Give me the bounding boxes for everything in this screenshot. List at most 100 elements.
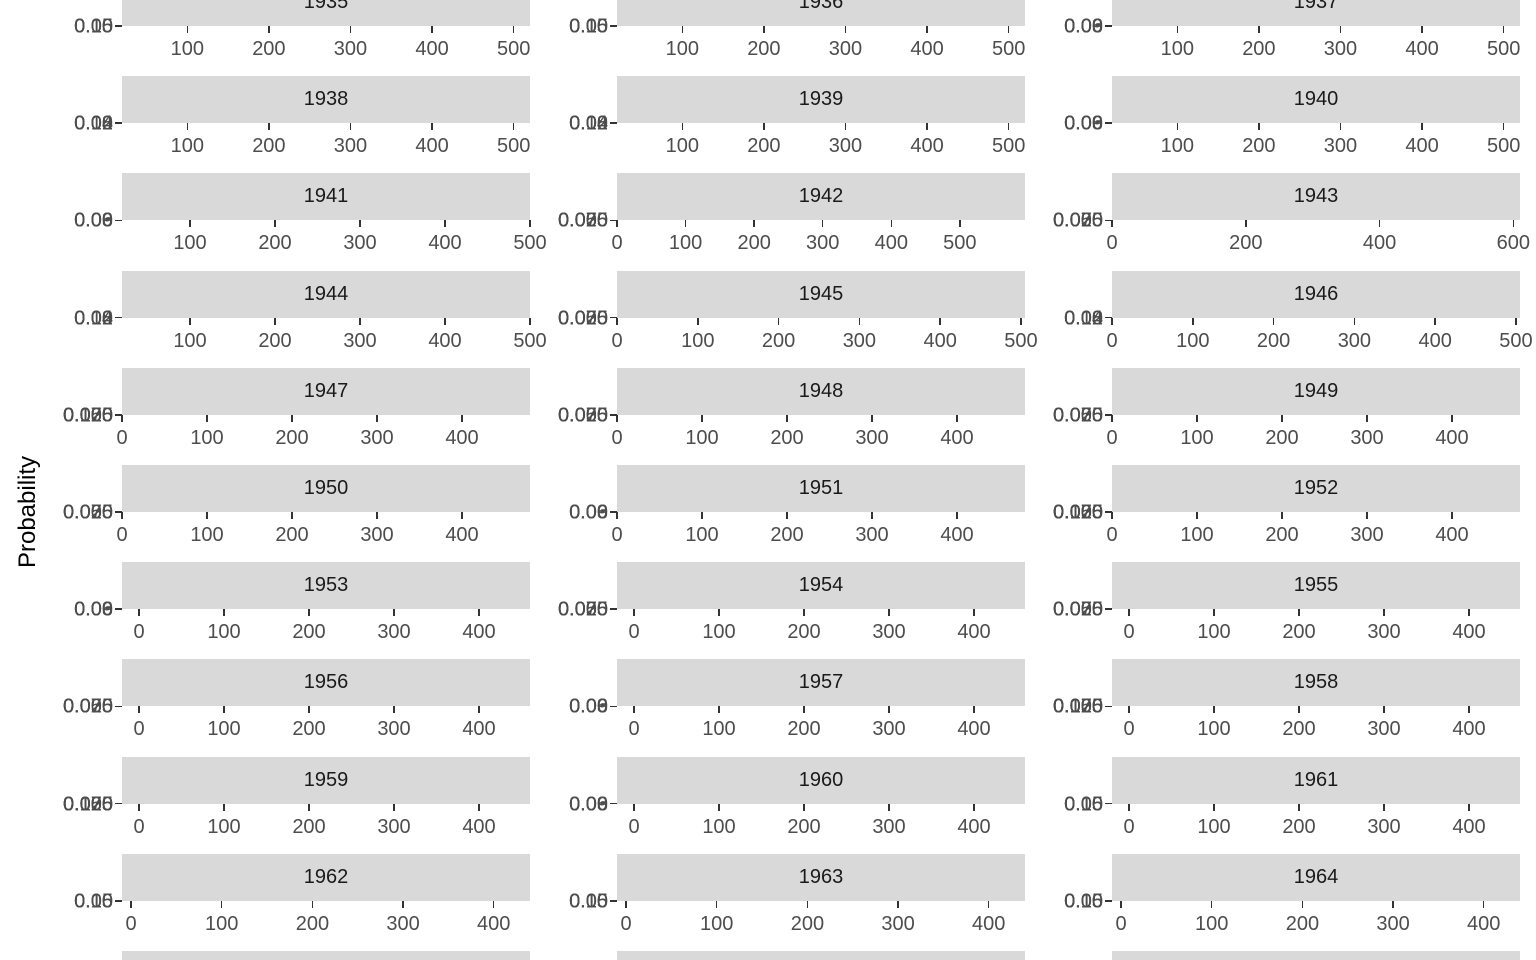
x-tick <box>268 123 270 131</box>
y-tick <box>115 511 122 513</box>
y-tick-label: 0.05 <box>74 15 113 38</box>
x-tick-label: 300 <box>842 329 877 352</box>
facet-strip-title: 1963 <box>617 853 1025 901</box>
y-tick-label: 0.00 <box>74 209 113 232</box>
x-tick <box>206 512 208 519</box>
y-tick <box>115 900 122 902</box>
x-tick-label: 100 <box>1197 718 1231 741</box>
x-tick <box>478 803 480 811</box>
y-tick-label: 0.06 <box>74 598 113 621</box>
facet-strip-title: 1961 <box>1112 756 1520 804</box>
x-tick <box>349 26 352 33</box>
y-tick-label: 0.12 <box>569 112 608 135</box>
y-tick-label: 0.15 <box>569 890 608 913</box>
y-tick-label: 0.050 <box>557 209 608 232</box>
y-tick-label: 0.10 <box>569 15 608 38</box>
facet-panel: 1941 100 200 300 400 500 0.00 0.03 0.06 0.09 <box>74 173 547 260</box>
y-tick-label: 0.00 <box>74 307 113 330</box>
x-tick-label: 300 <box>828 38 863 60</box>
x-tick-label: 300 <box>1350 524 1384 546</box>
x-tick <box>349 123 352 131</box>
x-tick <box>616 220 618 228</box>
y-tick-label: 0.00 <box>1064 890 1103 913</box>
y-tick-label: 0.075 <box>1052 404 1103 427</box>
x-tick <box>1468 706 1470 714</box>
y-tick <box>610 25 617 27</box>
x-tick <box>512 26 515 33</box>
x-tick <box>1111 512 1113 519</box>
y-tick-label: 0.09 <box>74 598 113 621</box>
y-tick <box>610 316 617 319</box>
y-tick-label: 0.000 <box>62 404 113 427</box>
x-tick <box>803 609 805 617</box>
x-tick <box>393 706 395 714</box>
x-tick <box>701 414 703 422</box>
x-tick-label: 0 <box>1106 426 1118 449</box>
x-tick <box>1120 900 1122 908</box>
facet-strip-title: 1938 <box>122 76 530 124</box>
y-tick-label: 0.075 <box>557 598 608 621</box>
x-tick <box>956 512 958 519</box>
y-tick <box>610 900 617 902</box>
facet-strip-title: 1958 <box>1112 659 1520 707</box>
x-tick-label: 500 <box>1486 38 1521 60</box>
x-tick <box>616 414 618 422</box>
y-tick-label: 0.05 <box>1064 793 1103 816</box>
y-tick-label: 0.025 <box>557 404 608 427</box>
x-tick <box>897 900 899 908</box>
y-tick-label: 0.00 <box>569 15 608 38</box>
facet-panel: 1954 0 100 200 300 400 0.000 0.025 0.050 0.075 <box>558 562 1025 649</box>
y-tick-label: 0.04 <box>569 112 608 135</box>
x-tick-label: 400 <box>462 718 496 741</box>
y-tick-label: 0.000 <box>1052 501 1103 524</box>
x-tick <box>223 609 225 617</box>
x-tick-label: 400 <box>1467 912 1501 935</box>
y-tick-label: 0.00 <box>1064 15 1103 38</box>
x-tick-label: 300 <box>828 135 863 158</box>
x-tick <box>1434 317 1436 325</box>
x-tick-label: 300 <box>1323 135 1358 158</box>
x-tick-label: 200 <box>252 38 286 60</box>
x-tick <box>529 220 531 228</box>
x-tick-label: 100 <box>702 815 736 838</box>
x-tick <box>138 609 140 617</box>
y-tick-label: 0.05 <box>74 890 113 913</box>
y-tick-label: 0.000 <box>557 209 608 232</box>
facet-strip-title: 1955 <box>1112 562 1520 610</box>
x-tick <box>1383 706 1385 714</box>
x-tick-label: 200 <box>1282 718 1316 741</box>
x-tick <box>1176 26 1179 33</box>
x-tick <box>121 414 123 422</box>
x-tick-label: 100 <box>685 524 719 546</box>
x-tick <box>138 706 140 714</box>
x-tick <box>890 220 893 228</box>
x-tick <box>1258 26 1260 33</box>
x-tick-label: 300 <box>872 621 906 644</box>
x-tick-label: 100 <box>205 912 239 935</box>
x-tick <box>926 26 928 33</box>
x-tick-label: 300 <box>1367 815 1401 838</box>
x-tick <box>973 706 975 714</box>
x-tick-label: 0 <box>1123 621 1135 644</box>
x-tick <box>844 123 847 131</box>
y-tick-label: 0.000 <box>557 307 608 330</box>
y-tick-label: 0.075 <box>557 209 608 232</box>
y-tick-label: 0.05 <box>569 890 608 913</box>
x-tick-label: 300 <box>333 135 368 158</box>
x-tick <box>376 414 378 422</box>
y-tick-label: 0.03 <box>569 793 608 816</box>
x-tick-label: 0 <box>1106 329 1118 352</box>
x-tick <box>871 414 873 422</box>
x-tick-label: 100 <box>665 135 699 158</box>
facet-strip-title: 1936 <box>617 0 1025 26</box>
facet-strip-partial <box>617 951 1025 960</box>
x-tick <box>431 26 433 33</box>
x-tick <box>186 26 189 33</box>
x-tick <box>973 609 975 617</box>
x-tick <box>786 414 788 422</box>
facet-panel: 1939 100 200 300 400 500 0.00 0.04 0.08 0.12 <box>569 76 1025 163</box>
y-tick-label: 0.025 <box>1052 695 1103 718</box>
y-tick-label: 0.075 <box>62 695 113 718</box>
y-tick-label: 0.050 <box>1052 598 1103 621</box>
y-tick-label: 0.100 <box>62 793 113 816</box>
